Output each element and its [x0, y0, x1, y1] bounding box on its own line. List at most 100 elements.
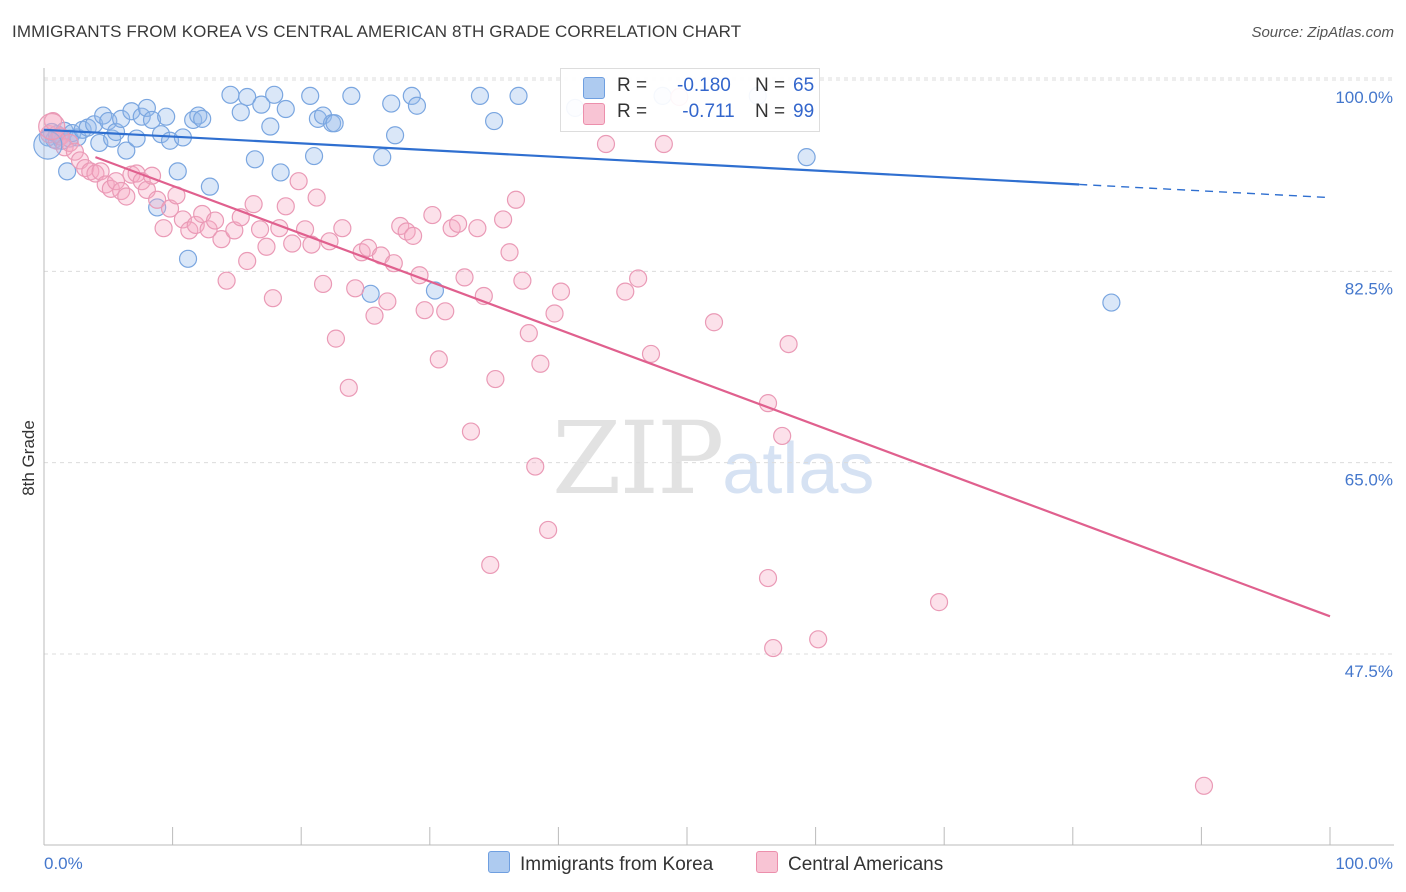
legend-label-korea: Immigrants from Korea	[520, 854, 714, 875]
legend-n-label: N =	[755, 75, 786, 96]
point-korea	[304, 146, 324, 166]
point-central	[403, 226, 423, 245]
legend-n-value: 99	[793, 101, 815, 122]
legend-n-label: N =	[755, 101, 786, 122]
legend-swatch-central	[583, 103, 605, 125]
point-central	[38, 112, 66, 141]
point-korea	[58, 162, 77, 181]
point-central	[773, 426, 792, 446]
point-korea	[122, 102, 141, 121]
legend-r-label: R =	[617, 75, 648, 96]
y-tick-label: 47.5%	[1345, 662, 1393, 681]
point-central	[244, 195, 263, 214]
point-korea	[485, 111, 504, 131]
point-korea	[178, 249, 198, 268]
point-central	[500, 243, 519, 262]
point-central	[415, 301, 434, 320]
point-korea	[221, 85, 240, 104]
point-korea	[117, 141, 136, 160]
point-central	[257, 237, 276, 256]
data-points	[33, 85, 1214, 795]
point-central	[704, 313, 724, 332]
series-legend: Immigrants from Korea Central Americans	[0, 851, 1406, 879]
point-central	[539, 520, 558, 540]
point-korea	[238, 87, 257, 107]
point-central	[307, 188, 326, 207]
point-korea	[385, 126, 405, 145]
point-korea	[132, 107, 151, 126]
point-korea	[261, 117, 280, 136]
point-korea	[509, 86, 528, 106]
point-central	[551, 282, 571, 301]
point-central	[263, 289, 283, 308]
point-central	[112, 181, 131, 201]
point-korea	[94, 106, 113, 125]
point-korea	[157, 107, 176, 126]
point-central	[365, 306, 384, 325]
axes	[43, 68, 1394, 846]
point-central	[513, 271, 532, 290]
point-korea	[308, 109, 328, 128]
point-korea	[271, 163, 290, 182]
point-central	[65, 142, 84, 161]
point-korea	[168, 162, 187, 181]
stats-legend: R = -0.180 N = 65 R = -0.711 N = 99	[560, 68, 820, 132]
point-korea	[402, 86, 421, 106]
point-korea	[231, 103, 250, 122]
point-central	[106, 172, 126, 191]
point-central	[313, 274, 333, 294]
point-korea	[148, 198, 167, 217]
legend-n-value: 65	[793, 75, 815, 96]
trend-line-korea	[43, 128, 1080, 186]
point-central	[455, 268, 474, 287]
legend-swatch-korea	[583, 77, 605, 99]
point-korea	[407, 96, 427, 115]
point-central	[779, 334, 798, 354]
legend-swatch-central	[756, 851, 778, 873]
legend-r-value: -0.711	[677, 101, 735, 122]
point-korea	[301, 86, 320, 106]
legend-r-label: R =	[617, 101, 648, 122]
point-central	[506, 190, 526, 209]
point-korea	[1102, 293, 1121, 312]
point-korea	[361, 284, 380, 303]
point-central	[436, 302, 455, 321]
point-korea	[382, 94, 401, 113]
point-korea	[265, 85, 284, 104]
chart-title: IMMIGRANTS FROM KOREA VS CENTRAL AMERICA…	[12, 22, 742, 41]
point-central	[326, 329, 346, 348]
point-central	[758, 568, 778, 588]
point-central	[1194, 776, 1214, 795]
y-tick-label: 65.0%	[1345, 471, 1393, 490]
point-central	[117, 187, 136, 206]
point-central	[629, 269, 648, 288]
point-korea	[425, 281, 445, 300]
point-central	[654, 134, 673, 154]
point-korea	[151, 125, 171, 144]
point-central	[531, 354, 550, 373]
point-central	[76, 158, 95, 178]
legend-label-central: Central Americans	[788, 854, 944, 875]
point-korea	[142, 110, 162, 130]
point-central	[302, 235, 321, 254]
point-korea	[245, 150, 265, 169]
point-korea	[797, 148, 816, 167]
trend-line-central	[95, 156, 1331, 618]
point-central	[526, 457, 545, 476]
point-central	[448, 214, 468, 233]
point-central	[238, 251, 257, 271]
legend-r-value: -0.180	[677, 75, 731, 96]
point-korea	[276, 99, 295, 119]
y-tick-label: 100.0%	[1335, 88, 1393, 107]
point-central	[276, 197, 295, 216]
point-central	[468, 219, 487, 238]
tick-labels: 100.0% 82.5% 65.0% 47.5% 0.0% 100.0% 8th Grade	[19, 88, 1393, 873]
point-central	[339, 378, 358, 397]
point-central	[154, 219, 173, 238]
legend-swatch-korea	[488, 851, 510, 873]
point-central	[764, 638, 783, 658]
point-korea	[112, 109, 131, 128]
point-central	[423, 205, 442, 225]
legend-item-central: Central Americans	[756, 851, 943, 876]
